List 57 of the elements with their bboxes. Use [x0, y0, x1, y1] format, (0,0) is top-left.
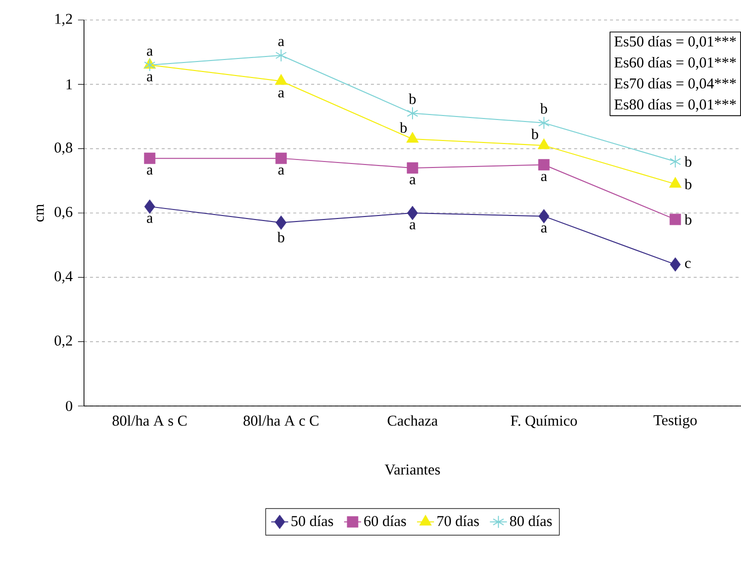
y-tick-label: 0,4: [54, 271, 73, 284]
x-axis-title: Variantes: [384, 464, 440, 475]
point: [538, 116, 550, 130]
point: [276, 216, 286, 230]
y-tick-label: 0,6: [54, 206, 72, 220]
annotation: a: [541, 174, 548, 182]
point: [144, 58, 156, 72]
y-tick-label: 0,2: [54, 336, 72, 348]
annotation: a: [146, 74, 153, 82]
annotation: b: [684, 214, 692, 225]
annotation: a: [410, 177, 416, 184]
point: [144, 152, 156, 164]
x-tick-label: Cachaza: [388, 415, 438, 426]
annotation: Es70 días = 0,04***: [614, 78, 736, 91]
annotation: a: [278, 90, 284, 98]
x-tick-label: 80l/ha A c C: [244, 415, 318, 426]
annotation: b: [684, 156, 692, 167]
point: [538, 159, 550, 170]
y-tick-label: 0,8: [54, 142, 72, 155]
annotation: Es50 días = 0,01***: [614, 36, 736, 49]
annotation: b: [408, 94, 416, 104]
annotation: b: [277, 232, 284, 242]
point: [144, 199, 156, 214]
point: [407, 206, 418, 220]
annotation: c: [685, 260, 691, 268]
y-axis-title: cm: [36, 204, 44, 222]
legend-label: 50 días: [292, 516, 334, 526]
annotation: a: [278, 168, 284, 175]
annotation: a: [146, 168, 153, 175]
annotation: a: [146, 48, 153, 56]
legend-label: 60 días: [364, 516, 406, 526]
x-tick-label: Testigo: [654, 415, 697, 428]
annotation: b: [531, 128, 538, 140]
point: [670, 257, 681, 272]
y-tick-label: 1: [66, 79, 72, 90]
point: [406, 162, 418, 174]
x-tick-label: F. Químico: [510, 415, 577, 428]
annotation: a: [541, 225, 548, 233]
annotation: b: [540, 103, 548, 114]
annotation: b: [400, 122, 407, 133]
legend-label: 70 días: [437, 516, 479, 526]
y-tick-label: 1,2: [55, 14, 72, 26]
annotation: Es80 días = 0,01***: [614, 98, 736, 112]
y-tick-label: 0: [66, 400, 72, 412]
point: [275, 152, 287, 164]
point: [406, 106, 418, 120]
annotation: a: [278, 39, 284, 46]
point: [275, 48, 287, 62]
annotation: a: [146, 216, 153, 223]
annotation: Es60 días = 0,01***: [614, 56, 736, 70]
point: [538, 209, 550, 224]
x-tick-label: 80l/ha A s C: [112, 415, 187, 426]
legend-label: 80 días: [510, 516, 552, 526]
point: [670, 155, 682, 168]
annotation: a: [410, 222, 416, 230]
point: [670, 214, 681, 226]
annotation: b: [684, 178, 692, 190]
